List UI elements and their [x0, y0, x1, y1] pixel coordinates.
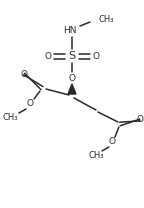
- Text: O: O: [68, 73, 75, 83]
- Text: O: O: [108, 137, 115, 146]
- Text: S: S: [68, 51, 76, 61]
- Text: O: O: [20, 69, 28, 78]
- Polygon shape: [68, 84, 76, 94]
- Text: HN: HN: [63, 26, 77, 35]
- Text: O: O: [44, 52, 52, 61]
- Text: CH₃: CH₃: [88, 151, 104, 161]
- Text: O: O: [92, 52, 100, 61]
- Text: CH₃: CH₃: [2, 114, 18, 123]
- Text: O: O: [137, 115, 143, 125]
- Text: O: O: [26, 99, 34, 109]
- Text: CH₃: CH₃: [99, 15, 114, 24]
